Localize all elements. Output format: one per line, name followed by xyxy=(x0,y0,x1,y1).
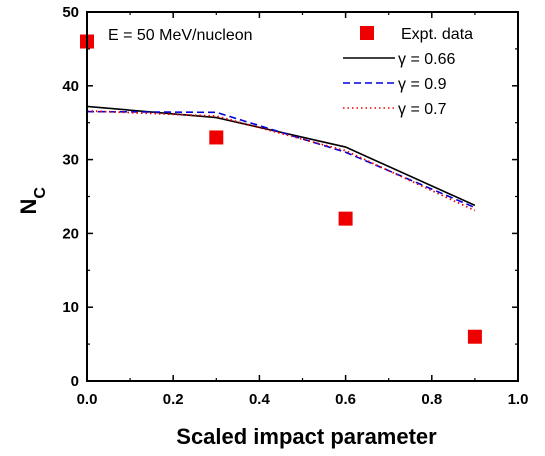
y-tick-label: 20 xyxy=(62,225,79,242)
x-tick-label: 0.0 xyxy=(77,391,98,408)
legend-label: Expt. data xyxy=(401,26,473,43)
legend-label: γ = 0.9 xyxy=(398,76,447,93)
x-tick-label: 1.0 xyxy=(508,391,529,408)
x-tick-label: 0.2 xyxy=(163,391,184,408)
legend-label: γ = 0.7 xyxy=(398,101,447,118)
x-axis-title: Scaled impact parameter xyxy=(176,424,437,449)
y-axis-title-subscript: C xyxy=(32,187,49,199)
legend-marker-square xyxy=(360,26,374,40)
series-line-0-9 xyxy=(86,110,476,209)
y-tick-label: 50 xyxy=(62,4,79,21)
y-tick-label: 30 xyxy=(62,152,79,169)
y-tick-label: 40 xyxy=(62,78,79,95)
energy-annotation: E = 50 MeV/nucleon xyxy=(108,27,253,44)
series-line-0-66 xyxy=(86,105,476,207)
x-tick-label: 0.8 xyxy=(421,391,442,408)
x-tick-label: 0.4 xyxy=(249,391,271,408)
y-tick-label: 10 xyxy=(62,299,79,316)
plot-frame xyxy=(86,11,519,382)
legend: Expt. data γ = 0.66 γ = 0.9 γ = 0.7 xyxy=(343,26,473,118)
legend-label: γ = 0.66 xyxy=(398,51,455,68)
data-point-square xyxy=(338,211,353,226)
data-layer xyxy=(80,34,482,344)
series-line-0-7 xyxy=(86,109,476,212)
y-tick-label: 0 xyxy=(71,373,79,390)
data-point-square xyxy=(209,130,224,145)
y-axis-title: NC xyxy=(16,187,49,215)
ticks-layer: 0.0 0.2 0.4 0.6 0.8 1.0 0 10 20 30 40 50 xyxy=(62,4,528,408)
y-axis-title-main: N xyxy=(16,199,41,215)
x-tick-label: 0.6 xyxy=(335,391,356,408)
data-point-square xyxy=(467,329,482,344)
